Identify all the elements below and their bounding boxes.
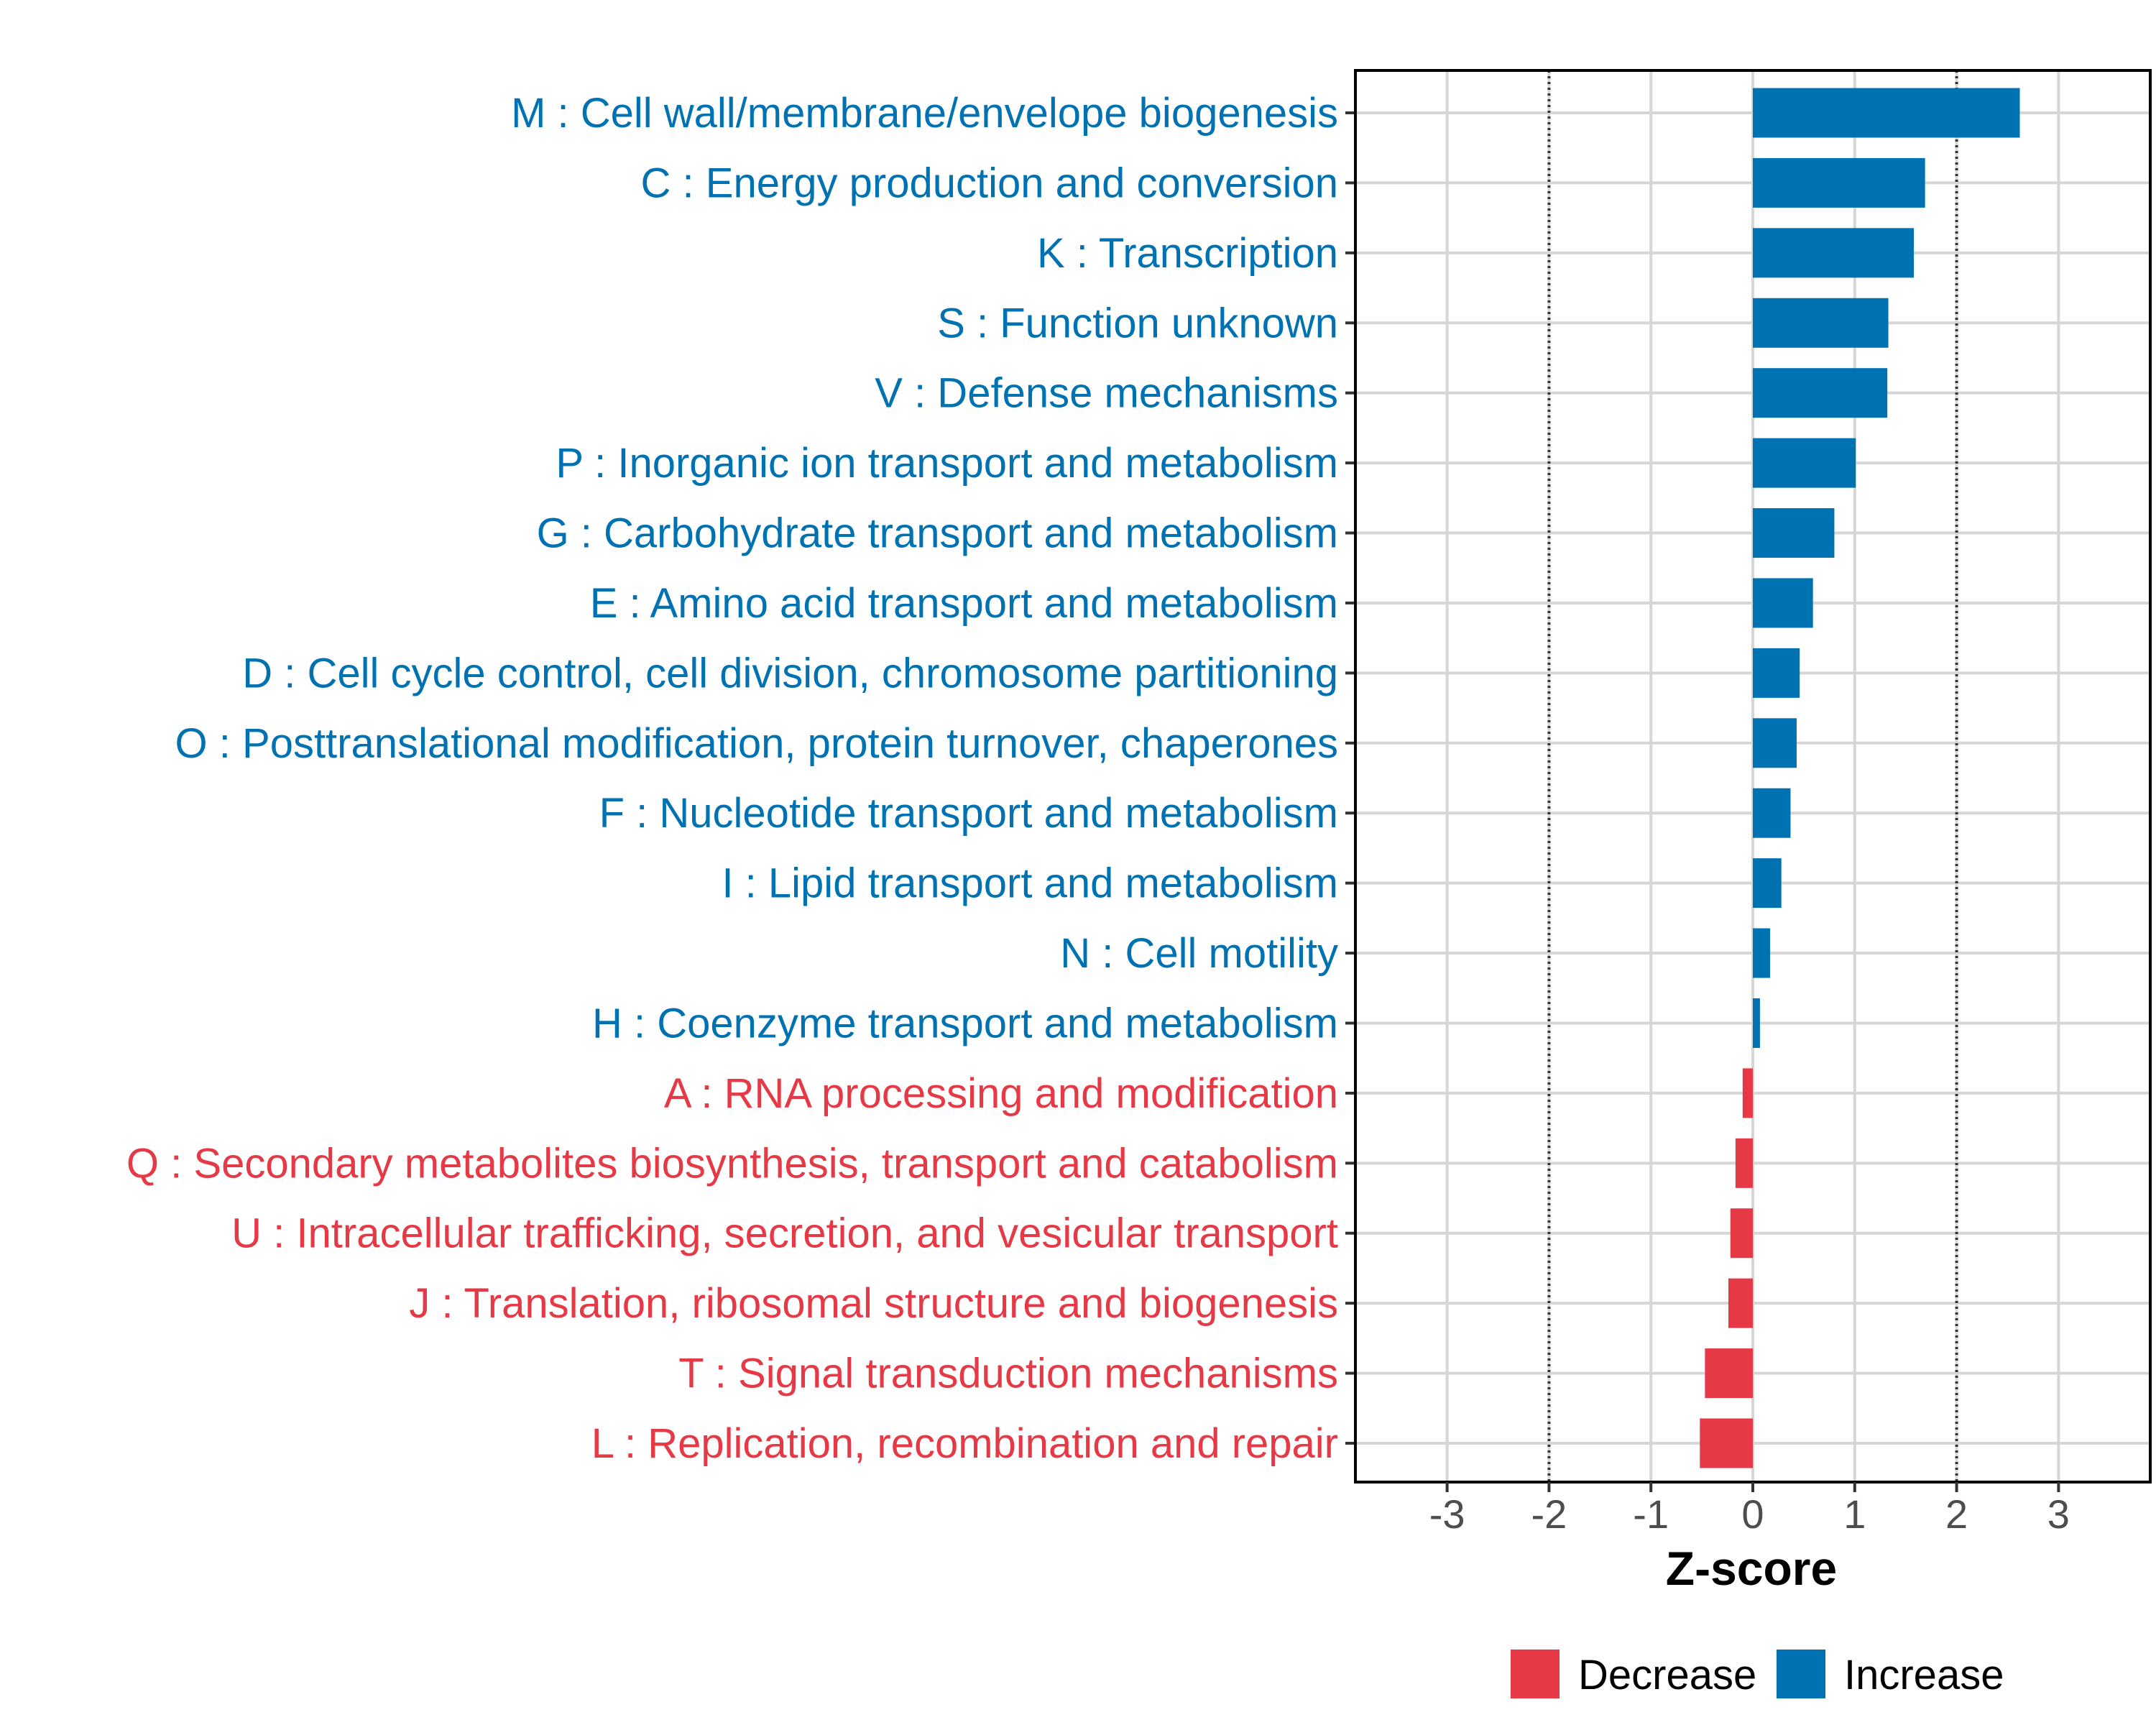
category-label: V : Defense mechanisms bbox=[875, 370, 1338, 417]
x-tick-label: 0 bbox=[1741, 1491, 1764, 1537]
bar bbox=[1753, 648, 1800, 698]
category-label: S : Function unknown bbox=[937, 300, 1338, 346]
legend-key-increase bbox=[1777, 1650, 1825, 1698]
bar bbox=[1742, 1068, 1753, 1118]
bar bbox=[1753, 157, 1925, 208]
category-label: C : Energy production and conversion bbox=[641, 160, 1338, 206]
x-axis: -3 -2 -1 0 1 2 3 bbox=[1345, 69, 2152, 1537]
bar bbox=[1753, 508, 1835, 558]
x-tick-label: -1 bbox=[1633, 1491, 1669, 1537]
bar bbox=[1753, 368, 1888, 418]
bar bbox=[1700, 1418, 1753, 1468]
bar bbox=[1730, 1208, 1753, 1259]
category-label: M : Cell wall/membrane/envelope biogenes… bbox=[511, 90, 1338, 137]
x-tick-label: -2 bbox=[1531, 1491, 1567, 1537]
category-label: N : Cell motility bbox=[1060, 930, 1338, 977]
legend-label-increase: Increase bbox=[1844, 1652, 2004, 1698]
category-label: L : Replication, recombination and repai… bbox=[591, 1420, 1338, 1467]
category-label: D : Cell cycle control, cell division, c… bbox=[242, 650, 1338, 696]
category-label: T : Signal transduction mechanisms bbox=[678, 1351, 1338, 1397]
legend: Decrease Increase bbox=[1511, 1650, 2004, 1698]
bar bbox=[1735, 1138, 1753, 1188]
bar bbox=[1753, 718, 1797, 768]
category-label: O : Posttranslational modification, prot… bbox=[175, 720, 1338, 767]
bar bbox=[1753, 298, 1889, 348]
bar bbox=[1753, 88, 2020, 138]
bar bbox=[1753, 578, 1813, 628]
category-label: J : Translation, ribosomal structure and… bbox=[409, 1280, 1338, 1327]
bar bbox=[1753, 928, 1771, 978]
category-label: E : Amino acid transport and metabolism bbox=[590, 580, 1338, 627]
category-label: P : Inorganic ion transport and metaboli… bbox=[556, 440, 1338, 487]
x-tick-label: 1 bbox=[1843, 1491, 1866, 1537]
category-label: A : RNA processing and modification bbox=[664, 1070, 1338, 1117]
category-label: F : Nucleotide transport and metabolism bbox=[599, 790, 1338, 837]
legend-label-decrease: Decrease bbox=[1578, 1652, 1756, 1698]
bar bbox=[1753, 788, 1791, 838]
bar bbox=[1753, 998, 1760, 1048]
category-label: Q : Secondary metabolites biosynthesis, … bbox=[126, 1140, 1338, 1187]
x-tick-label: 2 bbox=[1945, 1491, 1968, 1537]
category-label: I : Lipid transport and metabolism bbox=[722, 860, 1338, 907]
x-axis-title: Z-score bbox=[1666, 1542, 1837, 1595]
category-labels: M : Cell wall/membrane/envelope biogenes… bbox=[126, 90, 1338, 1467]
bar bbox=[1753, 438, 1856, 488]
category-label: U : Intracellular trafficking, secretion… bbox=[231, 1210, 1338, 1257]
legend-key-decrease bbox=[1511, 1650, 1560, 1698]
category-label: K : Transcription bbox=[1037, 230, 1338, 277]
category-label: H : Coenzyme transport and metabolism bbox=[592, 1000, 1338, 1046]
x-tick-label: 3 bbox=[2047, 1491, 2070, 1537]
bar bbox=[1728, 1278, 1753, 1328]
bar bbox=[1705, 1348, 1753, 1399]
x-tick-label: -3 bbox=[1429, 1491, 1465, 1537]
bar bbox=[1753, 858, 1782, 908]
bar bbox=[1753, 228, 1915, 278]
category-label: G : Carbohydrate transport and metabolis… bbox=[537, 510, 1338, 557]
bar-layer bbox=[1700, 88, 2020, 1468]
